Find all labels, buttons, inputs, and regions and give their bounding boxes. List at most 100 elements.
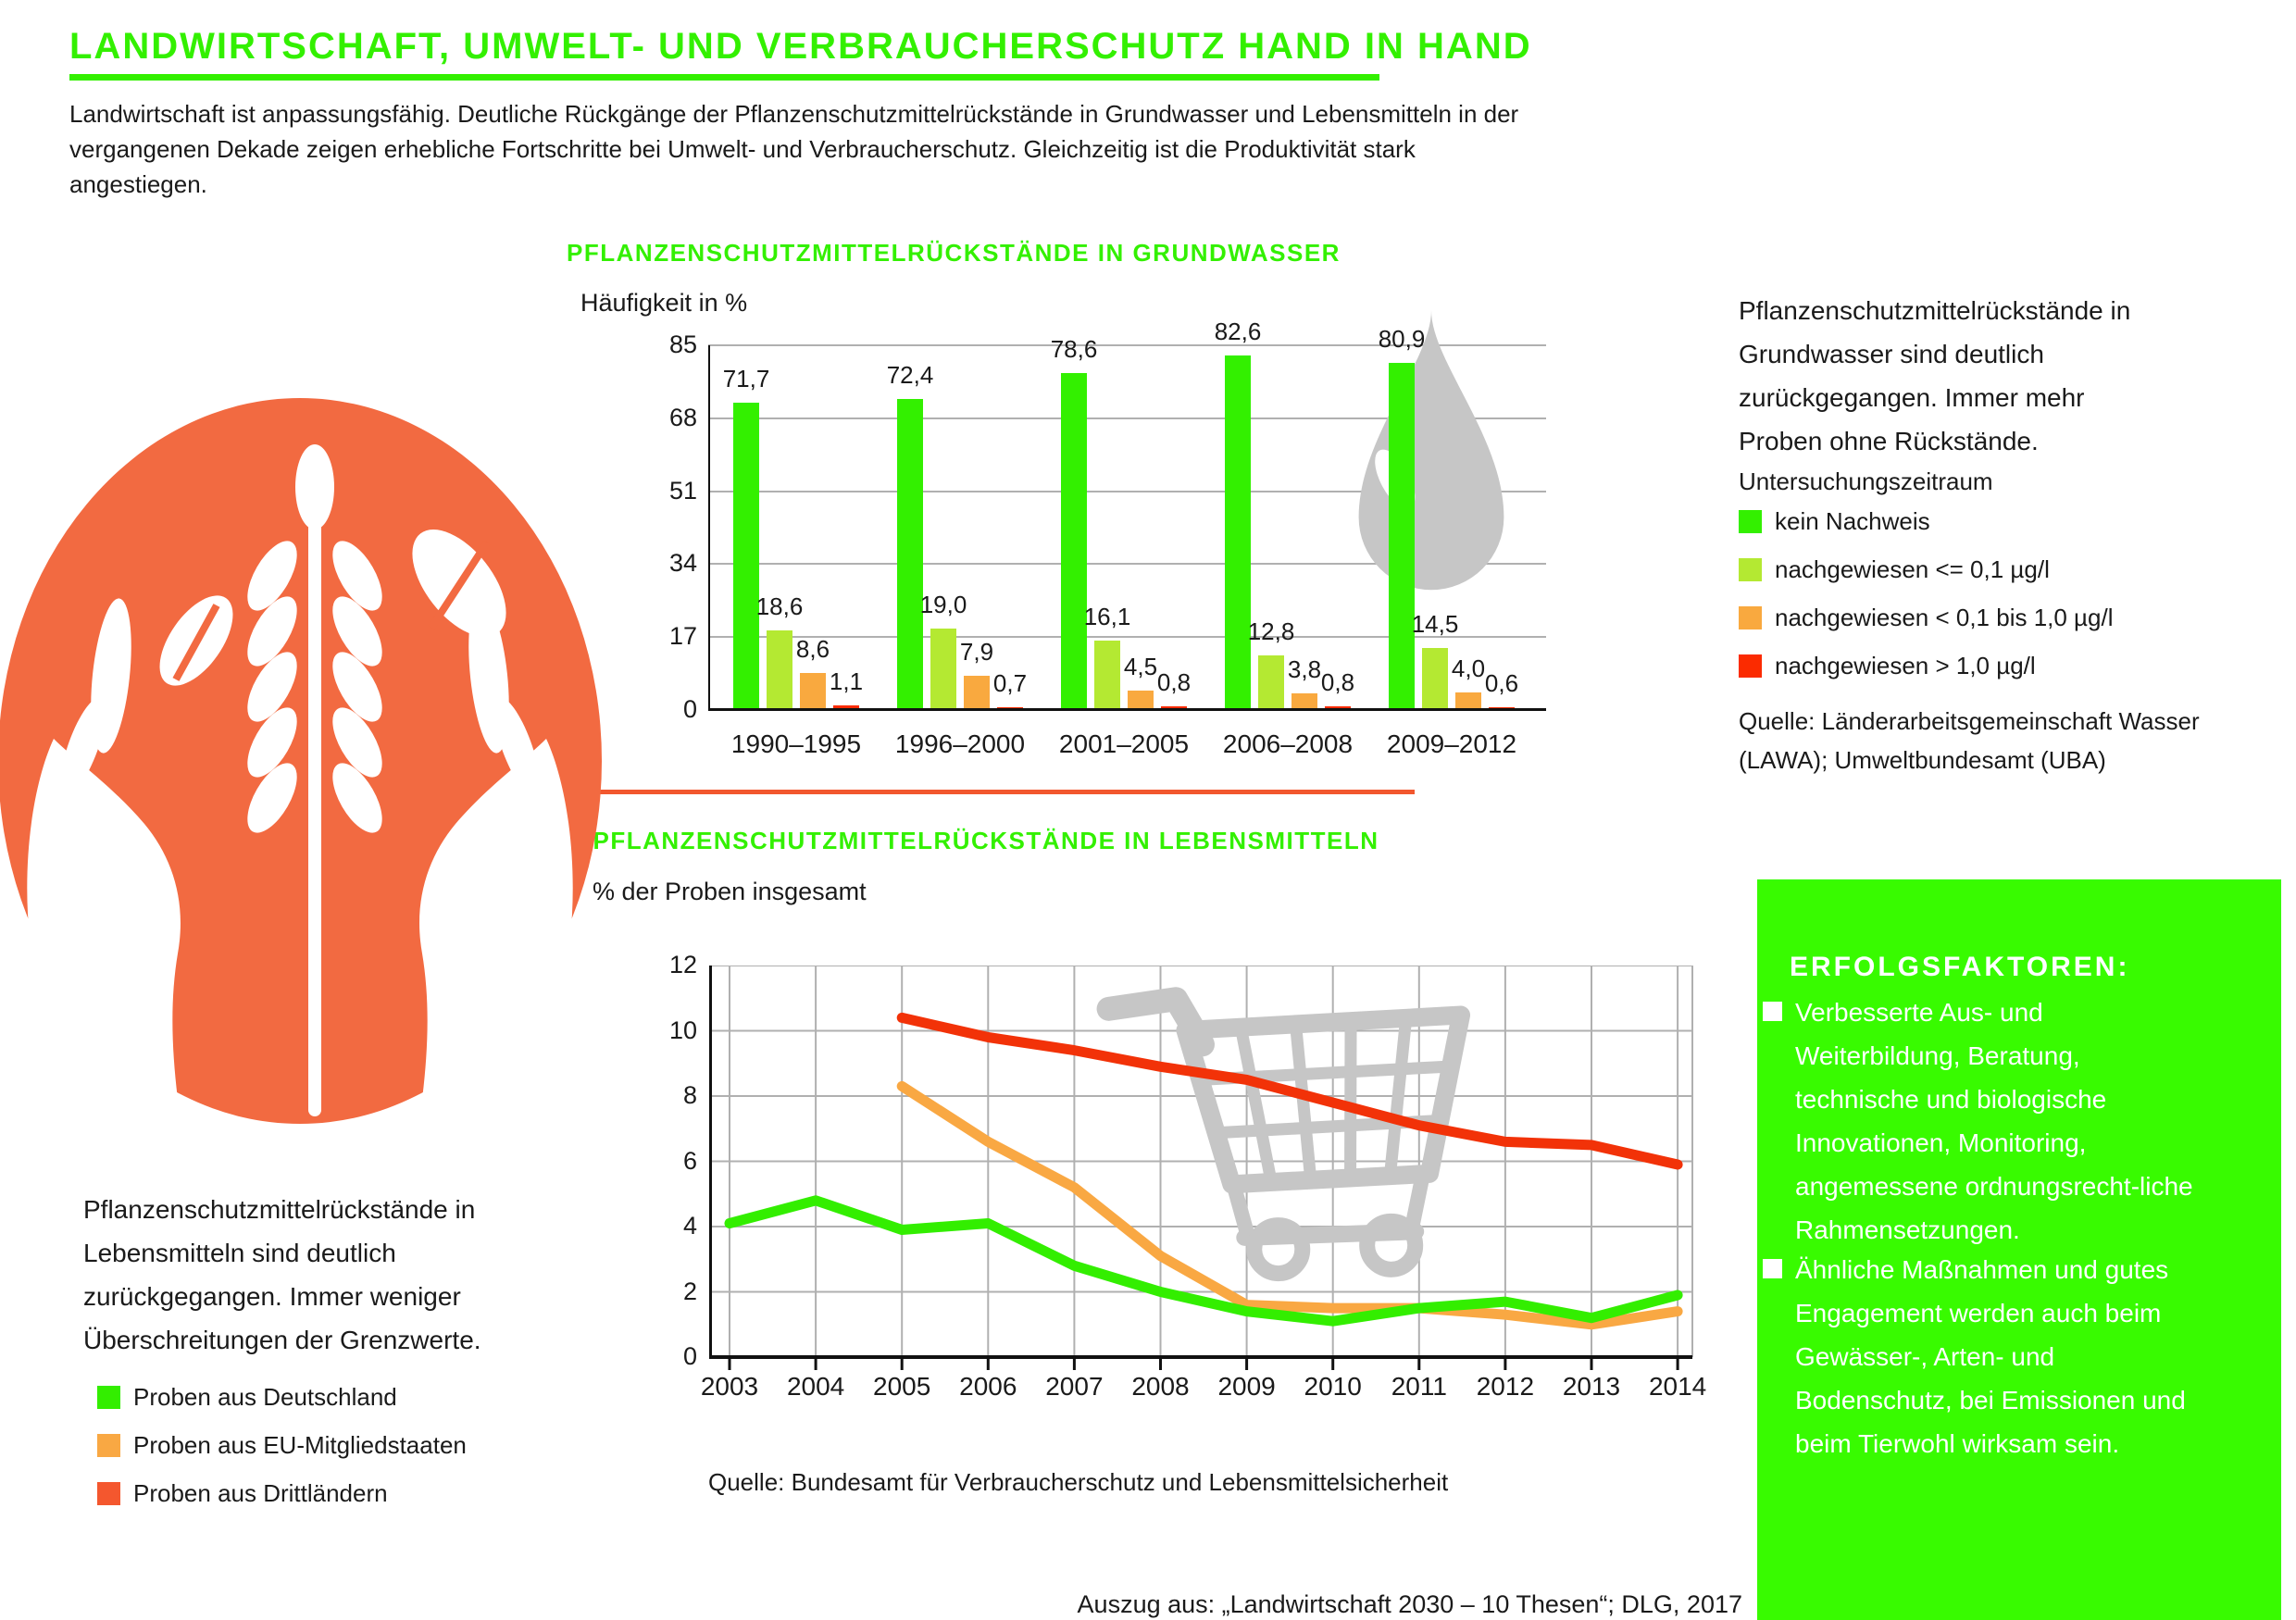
- y-tick-label: 8: [682, 1081, 697, 1109]
- bar-value-label: 16,1: [1083, 603, 1131, 631]
- bar-2001–2005-s0: [1061, 372, 1087, 710]
- x-tick-label: 2004: [786, 1372, 845, 1401]
- bar-value-label: 82,6: [1214, 318, 1262, 346]
- bar-1990–1995-s0: [733, 402, 759, 710]
- x-tick-label: 2008: [1131, 1372, 1190, 1401]
- x-tick-label: 2012: [1476, 1372, 1535, 1401]
- bar-1996–2000-s2: [964, 676, 990, 710]
- success-factor-item: Verbesserte Aus- und Weiterbildung, Bera…: [1763, 991, 2218, 1252]
- page-title: LANDWIRTSCHAFT, UMWELT- UND VERBRAUCHERS…: [69, 26, 1532, 67]
- food-y-axis-caption: % der Proben insgesamt: [593, 878, 867, 905]
- x-tick-label: 2006–2008: [1222, 729, 1354, 758]
- success-factor-text: Ähnliche Maßnahmen und gutes Engagement …: [1795, 1255, 2186, 1458]
- bar-value-label: 78,6: [1050, 334, 1098, 363]
- gridline: [708, 490, 1546, 492]
- attribution: Auszug aus: „Landwirtschaft 2030 – 10 Th…: [1077, 1590, 1742, 1618]
- legend-swatch: [1739, 558, 1762, 581]
- x-tick-label: 2006: [959, 1372, 1017, 1401]
- y-axis-line: [708, 345, 710, 710]
- food-y-axis-labels: 0 2 4 6 8 10 12: [643, 951, 697, 1370]
- section-divider: [553, 790, 1415, 794]
- legend-swatch: [1739, 606, 1762, 629]
- bar-value-label: 14,5: [1411, 609, 1459, 638]
- legend-item: kein Nachweis: [1739, 507, 2114, 536]
- bar-value-label: 7,9: [959, 638, 994, 667]
- y-tick-label: 85: [668, 330, 697, 358]
- x-axis-line: [708, 708, 1546, 711]
- bar-value-label: 1,1: [829, 667, 864, 695]
- food-chart-title: PFLANZENSCHUTZMITTELRÜCKSTÄNDE IN LEBENS…: [593, 827, 1379, 854]
- success-factor-item: Ähnliche Maßnahmen und gutes Engagement …: [1763, 1248, 2218, 1465]
- x-tick-label: 1996–2000: [894, 729, 1026, 758]
- y-tick-label: 6: [682, 1146, 697, 1175]
- y-tick-label: 68: [668, 403, 697, 431]
- legend-item-label: Proben aus EU-Mitgliedstaaten: [133, 1431, 467, 1459]
- bar-2009–2012-s1: [1422, 647, 1448, 710]
- bar-value-label: 19,0: [919, 590, 967, 618]
- gridline: [708, 344, 1546, 346]
- legend-item: nachgewiesen < 0,1 bis 1,0 µg/l: [1739, 604, 2114, 632]
- food-legend: Proben aus Deutschland Proben aus EU-Mit…: [97, 1383, 467, 1527]
- groundwater-chart-title: PFLANZENSCHUTZMITTELRÜCKSTÄNDE IN GRUNDW…: [567, 239, 1341, 267]
- x-tick-label: 2014: [1648, 1372, 1707, 1401]
- groundwater-legend-title: Untersuchungszeitraum: [1739, 467, 1993, 495]
- food-line-chart-svg: [709, 965, 1693, 1370]
- y-tick-label: 0: [682, 1342, 697, 1370]
- y-tick-label: 51: [668, 476, 697, 505]
- bar-value-label: 3,8: [1287, 655, 1322, 684]
- food-note: Pflanzenschutzmittelrückstände in Lebens…: [83, 1195, 481, 1354]
- title-underline: [69, 74, 1379, 81]
- bar-2006–2008-s1: [1258, 654, 1284, 710]
- bar-2001–2005-s2: [1128, 691, 1154, 710]
- bar-value-label: 12,8: [1247, 617, 1295, 645]
- bar-1990–1995-s3: [833, 704, 859, 710]
- y-tick-label: 12: [668, 951, 697, 978]
- bar-2001–2005-s1: [1094, 641, 1120, 710]
- x-tick-label: 2009–2012: [1386, 729, 1517, 758]
- legend-item: nachgewiesen > 1,0 µg/l: [1739, 652, 2114, 680]
- bar-value-label: 71,7: [722, 364, 770, 393]
- bullet-square-icon: [1763, 1002, 1782, 1021]
- line-Proben aus EU-Mitgliedstaaten: [896, 1080, 1683, 1330]
- legend-item: Proben aus Deutschland: [97, 1383, 467, 1412]
- bar-value-label: 0,8: [1320, 668, 1355, 697]
- agriculture-hands-icon: [0, 398, 602, 1139]
- food-line-plot: [709, 965, 1694, 1379]
- x-tick-label: 2005: [873, 1372, 931, 1401]
- line-Proben aus Drittländern: [896, 1012, 1683, 1170]
- groundwater-note: Pflanzenschutzmittelrückstände in Grundw…: [1739, 296, 2131, 455]
- legend-item: nachgewiesen <= 0,1 µg/l: [1739, 555, 2114, 584]
- groundwater-y-axis-caption: Häufigkeit in %: [580, 289, 748, 317]
- x-tick-label: 2009: [1217, 1372, 1276, 1401]
- intro-paragraph: Landwirtschaft ist anpassungsfähig. Deut…: [69, 100, 1519, 198]
- legend-swatch: [97, 1434, 120, 1457]
- y-tick-label: 4: [682, 1212, 697, 1240]
- shopping-cart-icon: [1096, 987, 1471, 1282]
- groundwater-y-axis-labels: 0 17 34 51 68 85: [642, 330, 697, 723]
- legend-item-label: kein Nachweis: [1775, 507, 1930, 535]
- y-tick-label: 17: [668, 622, 697, 651]
- gridline: [708, 417, 1546, 419]
- groundwater-x-axis-labels: 1990–1995 1996–2000 2001–2005 2006–2008 2009…: [708, 729, 1546, 766]
- success-factors-box: ERFOLGSFAKTOREN: Verbesserte Aus- und We…: [1757, 879, 2281, 1620]
- gridline: [708, 563, 1546, 566]
- bar-value-label: 0,7: [992, 668, 1028, 697]
- bar-value-label: 4,5: [1123, 653, 1158, 681]
- food-x-axis-labels: 2003 2004 2005 2006 2007 2008 2009 2010 2011 2012…: [701, 1372, 1709, 1409]
- x-tick-label: 2001–2005: [1058, 729, 1190, 758]
- legend-item: Proben aus EU-Mitgliedstaaten: [97, 1431, 467, 1460]
- bar-value-label: 0,6: [1484, 669, 1519, 697]
- bar-1990–1995-s2: [800, 673, 826, 710]
- legend-swatch: [97, 1386, 120, 1409]
- line-Proben aus Deutschland: [724, 1195, 1683, 1327]
- bar-value-label: 72,4: [886, 361, 934, 390]
- groundwater-source: Quelle: Länderarbeitsgemeinschaft Wasser…: [1739, 707, 2200, 774]
- bar-value-label: 18,6: [755, 592, 804, 620]
- bar-2009–2012-s2: [1455, 692, 1481, 710]
- legend-swatch: [97, 1482, 120, 1505]
- legend-swatch: [1739, 510, 1762, 533]
- y-tick-label: 0: [682, 695, 697, 723]
- y-tick-label: 2: [682, 1277, 697, 1305]
- legend-item-label: Proben aus Drittländern: [133, 1479, 388, 1507]
